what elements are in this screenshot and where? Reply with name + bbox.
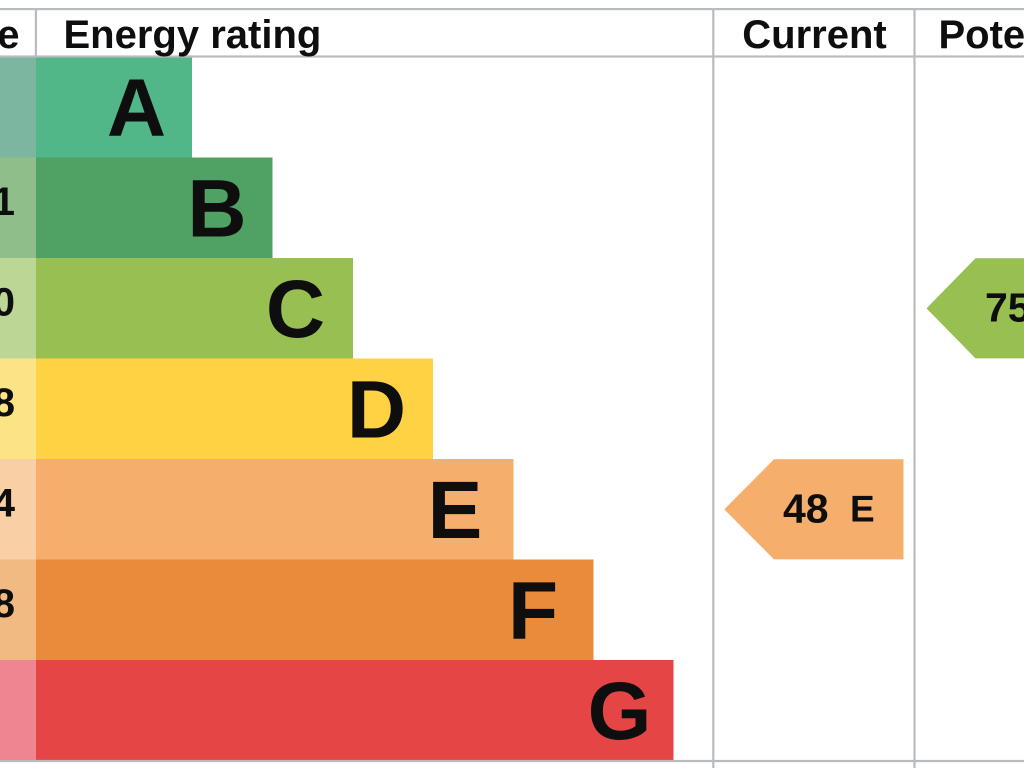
svg-text:Potential: Potential bbox=[939, 13, 1024, 57]
svg-text:C: C bbox=[266, 264, 325, 355]
svg-text:E: E bbox=[428, 465, 483, 556]
svg-text:81-91: 81-91 bbox=[0, 180, 15, 224]
svg-text:48: 48 bbox=[783, 486, 829, 532]
svg-text:75: 75 bbox=[985, 285, 1024, 331]
svg-text:E: E bbox=[850, 489, 875, 530]
svg-text:A: A bbox=[107, 63, 166, 154]
svg-text:69-80: 69-80 bbox=[0, 281, 15, 325]
svg-text:21-38: 21-38 bbox=[0, 582, 15, 626]
svg-text:Current: Current bbox=[742, 13, 886, 57]
svg-text:G: G bbox=[588, 666, 652, 757]
svg-text:Energy rating: Energy rating bbox=[64, 13, 322, 57]
svg-text:39-54: 39-54 bbox=[0, 482, 16, 526]
svg-text:55-68: 55-68 bbox=[0, 381, 15, 425]
svg-text:D: D bbox=[347, 364, 406, 455]
svg-text:Score: Score bbox=[0, 13, 20, 57]
svg-text:B: B bbox=[187, 163, 246, 254]
svg-text:F: F bbox=[508, 565, 558, 656]
